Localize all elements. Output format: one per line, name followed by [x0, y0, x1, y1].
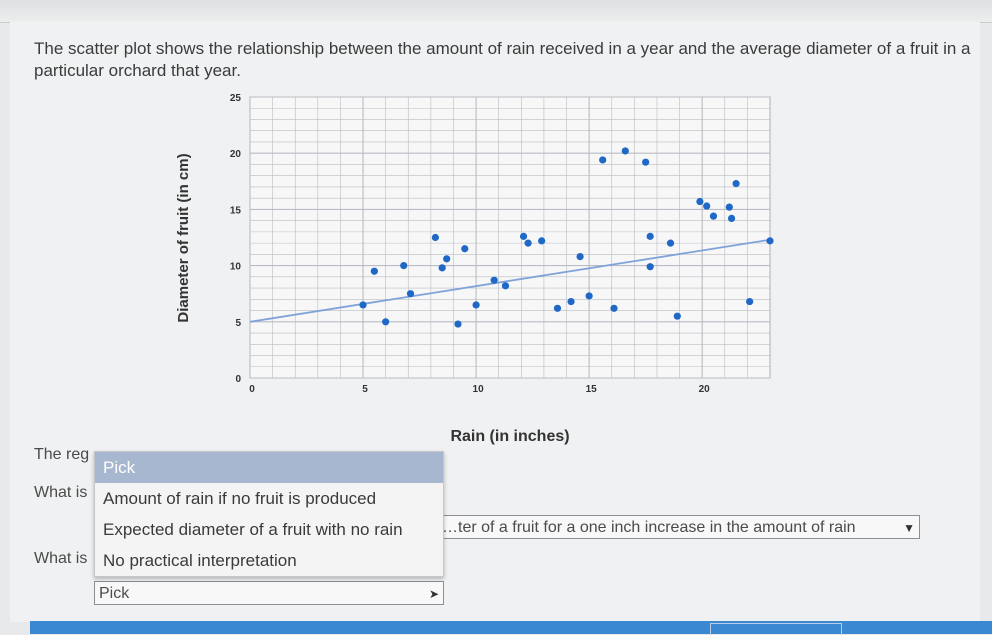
regression-line: [249, 238, 771, 323]
x-tick-label: 20: [699, 384, 711, 395]
y-axis-title: Diameter of fruit (in cm): [175, 153, 192, 322]
dropdown-option-rain-no-fruit[interactable]: Amount of rain if no fruit is produced: [103, 489, 377, 508]
cursor-icon: ➤: [428, 587, 439, 601]
data-point: [501, 282, 510, 290]
data-point: [646, 263, 654, 271]
x-tick-label: 15: [586, 384, 598, 395]
data-point: [666, 239, 675, 247]
data-point: [732, 179, 740, 188]
data-point: [538, 237, 546, 245]
data-point: [524, 239, 532, 247]
data-point: [576, 253, 584, 261]
bottom-action-bar: [30, 621, 992, 635]
y-tick-label: 5: [235, 318, 241, 329]
data-point: [567, 297, 575, 306]
intercept-select-value: Pick: [99, 585, 130, 602]
bottom-bar-button[interactable]: [710, 623, 842, 635]
dropdown-option-pick[interactable]: Pick: [95, 452, 443, 483]
data-point: [443, 255, 451, 263]
slope-interpretation-select[interactable]: …ter of a fruit for a one inch increase …: [437, 515, 920, 539]
data-point: [461, 245, 469, 253]
data-point: [370, 267, 378, 275]
x-tick-label: 10: [473, 384, 485, 395]
chevron-down-icon: ▼: [903, 521, 915, 535]
data-point: [490, 276, 498, 284]
data-point: [599, 156, 607, 164]
data-point: [406, 290, 415, 298]
data-point: [727, 214, 736, 222]
data-point: [359, 301, 367, 309]
data-point: [621, 147, 629, 155]
data-point: [519, 232, 528, 240]
data-point: [438, 264, 446, 272]
y-tick-label: 25: [230, 93, 242, 104]
dropdown-options-list[interactable]: Pick Amount of rain if no fruit is produ…: [94, 451, 444, 577]
data-point: [400, 262, 408, 270]
data-point: [725, 203, 733, 211]
data-point: [673, 312, 681, 320]
data-point: [382, 318, 390, 326]
data-point: [553, 304, 562, 312]
x-axis-title: Rain (in inches): [450, 428, 569, 445]
data-point: [696, 197, 704, 206]
data-point: [472, 301, 480, 309]
intercept-interpretation-select[interactable]: Pick ➤: [94, 581, 444, 605]
plot-area: [249, 96, 771, 379]
data-point: [703, 202, 711, 210]
y-tick-label: 15: [230, 205, 242, 216]
data-point: [454, 320, 462, 328]
y-tick-label: 0: [235, 374, 241, 385]
data-point: [746, 297, 754, 306]
data-point: [709, 212, 718, 220]
intercept-question-partial: What is: [34, 550, 88, 567]
question-text: The scatter plot shows the relationship …: [34, 39, 971, 80]
dropdown-option-diameter-no-rain[interactable]: Expected diameter of a fruit with no rai…: [103, 520, 403, 539]
data-point: [646, 232, 654, 240]
data-point: [585, 292, 593, 300]
y-tick-label: 20: [230, 149, 242, 160]
regression-prompt-partial: The reg: [34, 446, 90, 463]
data-point: [431, 233, 439, 242]
slope-question-partial: What is: [34, 484, 88, 501]
y-tick-label: 10: [230, 262, 242, 273]
data-point: [610, 304, 618, 312]
dropdown-option-no-interpretation[interactable]: No practical interpretation: [103, 551, 297, 570]
x-tick-label: 0: [249, 384, 255, 395]
slope-select-value: …ter of a fruit for a one inch increase …: [442, 519, 856, 536]
x-tick-label: 5: [362, 384, 368, 395]
data-point: [766, 237, 774, 245]
data-point: [642, 158, 650, 166]
